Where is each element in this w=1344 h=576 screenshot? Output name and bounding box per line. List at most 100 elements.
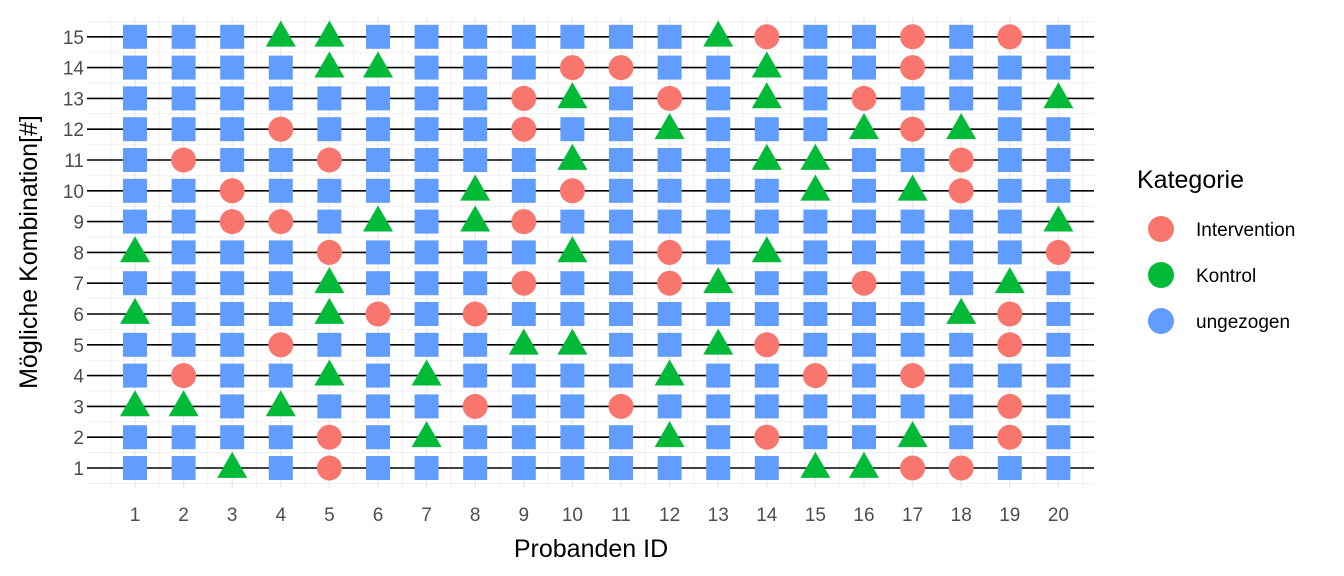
kontrol-point	[460, 205, 491, 232]
ungezogen-point	[657, 24, 682, 49]
intervention-point	[997, 301, 1023, 327]
ungezogen-point	[803, 394, 828, 419]
ungezogen-point	[657, 332, 682, 357]
ungezogen-point	[463, 271, 488, 296]
ungezogen-point	[706, 456, 731, 480]
intervention-point	[171, 363, 197, 389]
ungezogen-point	[463, 24, 488, 49]
kontrol-point	[703, 20, 734, 47]
ungezogen-point	[852, 209, 876, 234]
ungezogen-point	[706, 55, 731, 80]
ungezogen-point	[706, 363, 731, 388]
y-tick-label: 3	[73, 397, 84, 418]
ungezogen-point	[366, 178, 390, 203]
ungezogen-point	[366, 425, 390, 450]
legend-key-intervention	[1148, 216, 1174, 242]
kontrol-point	[751, 82, 782, 109]
intervention-point	[365, 301, 391, 327]
x-tick-label: 15	[805, 505, 826, 526]
intervention-point	[997, 393, 1023, 419]
ungezogen-point	[171, 425, 196, 450]
legend-label: ungezogen	[1196, 312, 1290, 333]
ungezogen-point	[997, 148, 1022, 172]
kontrol-point	[654, 113, 685, 140]
kontrol-point	[1043, 82, 1074, 109]
ungezogen-point	[220, 302, 245, 326]
ungezogen-point	[706, 86, 731, 111]
x-tick-label: 9	[519, 505, 530, 526]
kontrol-point	[411, 359, 442, 386]
x-tick-label: 12	[659, 505, 680, 526]
ungezogen-point	[754, 117, 779, 142]
ungezogen-point	[268, 456, 293, 480]
ungezogen-point	[1046, 178, 1071, 203]
ungezogen-point	[511, 394, 536, 419]
ungezogen-point	[949, 209, 974, 234]
ungezogen-point	[997, 178, 1022, 203]
ungezogen-point	[900, 271, 925, 296]
ungezogen-point	[997, 363, 1022, 388]
ungezogen-point	[852, 148, 876, 172]
ungezogen-point	[949, 271, 974, 296]
ungezogen-point	[414, 86, 439, 111]
ungezogen-point	[949, 240, 974, 265]
ungezogen-point	[560, 302, 585, 326]
kontrol-point	[363, 51, 393, 78]
kontrol-point	[314, 359, 345, 386]
x-tick-label: 14	[756, 505, 778, 526]
intervention-point	[657, 85, 683, 111]
intervention-point	[754, 424, 780, 450]
intervention-point	[316, 239, 342, 265]
ungezogen-point	[609, 178, 633, 203]
ungezogen-point	[560, 24, 585, 49]
ungezogen-point	[511, 363, 536, 388]
ungezogen-point	[220, 332, 245, 357]
ungezogen-point	[220, 394, 245, 419]
ungezogen-point	[171, 117, 196, 142]
intervention-point	[268, 209, 294, 235]
ungezogen-point	[511, 148, 536, 172]
ungezogen-point	[123, 148, 147, 172]
x-axis-title: Probanden ID	[514, 535, 668, 563]
ungezogen-point	[220, 240, 245, 265]
ungezogen-point	[997, 240, 1022, 265]
ungezogen-point	[366, 240, 390, 265]
intervention-point	[997, 332, 1023, 358]
intervention-point	[657, 239, 683, 265]
ungezogen-point	[803, 271, 828, 296]
ungezogen-point	[171, 332, 196, 357]
ungezogen-point	[123, 117, 147, 142]
kontrol-point	[751, 236, 782, 263]
intervention-point	[997, 424, 1023, 450]
ungezogen-point	[463, 363, 488, 388]
intervention-point	[997, 24, 1023, 50]
ungezogen-point	[657, 394, 682, 419]
ungezogen-point	[414, 148, 439, 172]
ungezogen-point	[220, 117, 245, 142]
horizontal-lines	[87, 35, 1094, 469]
ungezogen-point	[997, 86, 1022, 111]
ungezogen-point	[997, 117, 1022, 142]
kontrol-point	[897, 421, 928, 448]
kontrol-point	[897, 174, 928, 201]
ungezogen-point	[560, 363, 585, 388]
ungezogen-point	[1046, 394, 1071, 419]
ungezogen-point	[317, 209, 342, 234]
x-tick-label: 7	[421, 505, 432, 526]
kontrol-point	[946, 113, 977, 140]
kontrol-point	[120, 390, 150, 417]
ungezogen-point	[366, 24, 390, 49]
kontrol-point	[994, 267, 1025, 294]
y-tick-label: 11	[64, 151, 84, 172]
ungezogen-point	[852, 332, 876, 357]
ungezogen-point	[123, 178, 147, 203]
intervention-point	[559, 178, 585, 204]
ungezogen-point	[609, 117, 633, 142]
ungezogen-point	[560, 209, 585, 234]
intervention-point	[900, 55, 926, 81]
ungezogen-point	[997, 55, 1022, 80]
ungezogen-point	[560, 425, 585, 450]
ungezogen-point	[852, 178, 876, 203]
ungezogen-point	[414, 332, 439, 357]
ungezogen-point	[366, 271, 390, 296]
